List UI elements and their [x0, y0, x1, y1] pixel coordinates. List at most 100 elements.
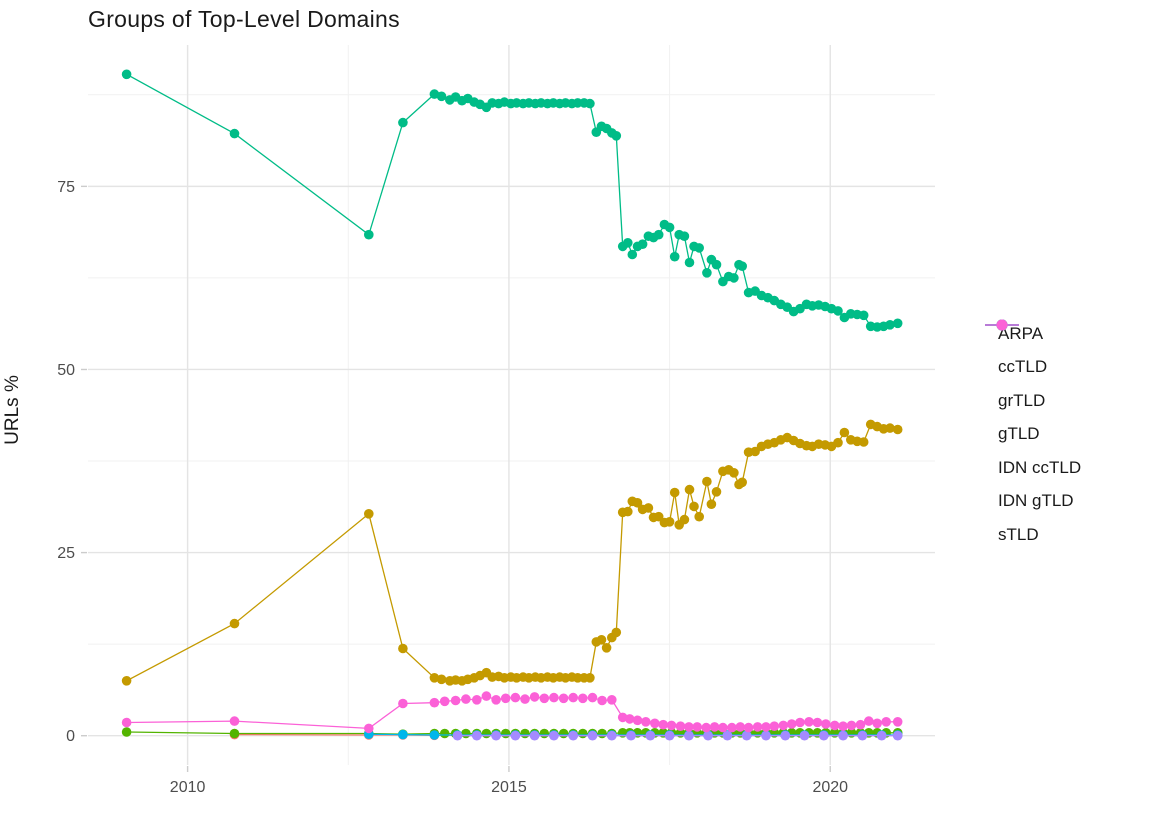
data-point-stld [752, 722, 763, 732]
data-point-cctld [750, 446, 760, 457]
data-point-gtld [121, 69, 132, 80]
data-point-cctld [601, 643, 612, 653]
data-point-gtld [669, 251, 680, 262]
data-point-stld [510, 692, 521, 703]
data-point-stld [481, 691, 492, 701]
data-point-idn-gtld [892, 730, 903, 741]
data-point-cctld [694, 511, 704, 522]
data-point-stld [727, 722, 737, 733]
data-point-cctld [737, 477, 747, 488]
data-point-idn-gtld [664, 730, 675, 741]
data-point-stld [520, 694, 530, 704]
data-point-stld [650, 718, 660, 729]
data-point-gtld [679, 231, 690, 241]
data-point-stld [821, 719, 831, 729]
data-point-gtld [364, 229, 374, 240]
data-point-stld [692, 722, 702, 732]
legend-item-idn-cctld: IDN ccTLD [984, 319, 1081, 485]
data-point-gtld [892, 318, 903, 329]
data-point-grtld [121, 727, 132, 737]
data-point-grtld [539, 728, 550, 739]
data-point-stld [838, 721, 848, 731]
data-point-idn-gtld [626, 730, 636, 741]
data-point-gtld [684, 257, 695, 268]
data-point-idn-gtld [510, 730, 521, 741]
legend-label: IDN gTLD [998, 491, 1074, 511]
data-point-idn-gtld [529, 730, 540, 741]
data-point-cctld [585, 673, 595, 683]
data-point-cctld [885, 423, 895, 433]
data-point-grtld [597, 728, 607, 739]
data-point-cctld [702, 476, 712, 487]
data-point-cctld [689, 501, 699, 512]
data-point-idn-gtld [607, 730, 617, 741]
data-point-gtld [711, 259, 722, 270]
y-tick-label: 50 [57, 362, 75, 379]
data-point-stld [439, 696, 450, 707]
data-point-stld [472, 695, 482, 705]
data-point-stld [597, 695, 607, 706]
data-point-grtld [520, 728, 530, 739]
legend-label: grTLD [998, 390, 1046, 410]
x-tick-label: 2010 [170, 779, 206, 796]
data-point-stld [529, 692, 540, 702]
data-point-stld [429, 697, 440, 708]
data-point-stld [641, 717, 651, 727]
data-point-idn-cctld [429, 730, 440, 740]
x-tick-label: 2020 [812, 779, 848, 796]
data-point-cctld [729, 468, 739, 478]
data-point-cctld [632, 498, 643, 508]
legend-label: sTLD [998, 524, 1039, 544]
series-stld [121, 691, 903, 734]
data-point-stld [786, 719, 797, 729]
data-point-stld [864, 716, 874, 726]
data-point-cctld [611, 627, 622, 638]
series-idn-gtld [452, 730, 903, 741]
chart-title: Groups of Top-Level Domains [88, 6, 400, 32]
data-point-cctld [229, 618, 240, 629]
data-point-stld [675, 721, 686, 731]
data-point-stld [804, 717, 814, 727]
data-point-gtld [229, 128, 240, 139]
data-point-cctld [669, 487, 680, 498]
data-point-stld [743, 722, 754, 733]
data-point-gtld [833, 306, 843, 316]
data-point-stld [558, 693, 569, 704]
data-point-idn-gtld [741, 730, 752, 741]
data-point-stld [769, 721, 780, 731]
data-point-stld [549, 692, 559, 703]
data-point-grtld [229, 728, 240, 739]
data-point-grtld [481, 728, 492, 739]
data-point-cctld [892, 424, 903, 435]
data-point-cctld [398, 643, 408, 654]
data-point-gtld [729, 273, 739, 283]
series-gtld [121, 69, 903, 332]
data-point-grtld [500, 728, 511, 739]
y-tick-label: 25 [57, 545, 75, 562]
data-point-idn-gtld [684, 730, 694, 741]
data-point-stld [892, 717, 903, 727]
data-point-cctld [653, 511, 664, 522]
data-point-grtld [558, 728, 569, 739]
legend-item-idn-gtld: IDN gTLD [984, 319, 1081, 519]
data-point-idn-gtld [722, 730, 733, 741]
data-point-gtld [737, 261, 747, 272]
data-point-stld [500, 693, 511, 704]
data-point-gtld [398, 117, 408, 128]
legend-label: gTLD [998, 424, 1040, 444]
data-point-idn-gtld [703, 730, 713, 741]
legend-item-cctld: ccTLD [984, 319, 1081, 385]
data-point-stld [578, 693, 588, 704]
legend-label: ARPA [998, 323, 1044, 343]
data-point-cctld [623, 506, 633, 517]
data-point-gtld [585, 98, 595, 109]
data-point-cctld [643, 503, 654, 513]
legend-item-grtld: grTLD [984, 319, 1081, 418]
data-point-idn-cctld [398, 729, 408, 740]
data-point-cctld [833, 437, 843, 448]
data-point-stld [568, 692, 578, 703]
data-point-idn-gtld [549, 730, 559, 741]
data-point-cctld [858, 437, 869, 447]
